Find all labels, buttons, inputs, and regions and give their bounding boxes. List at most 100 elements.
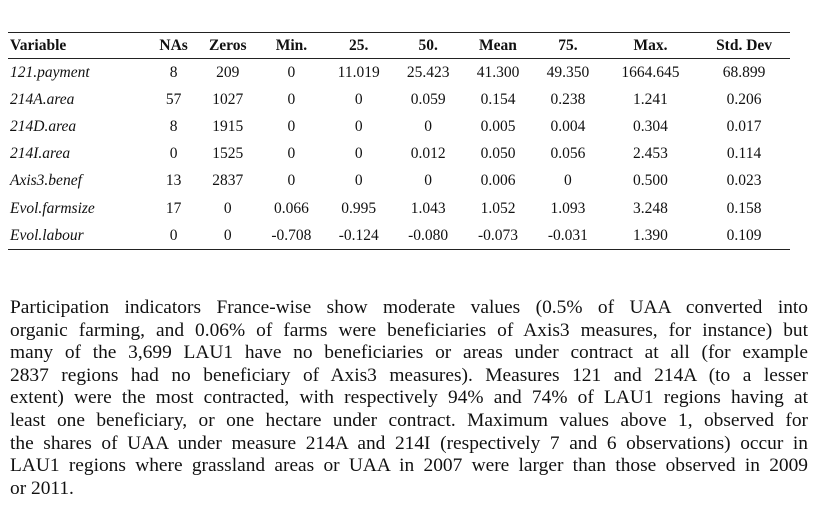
- table-cell: 0: [287, 145, 296, 163]
- text-line: LAU1 regions where grassland areas or UA…: [10, 455, 808, 477]
- table-cell: 8: [169, 117, 178, 135]
- table-cell: 1664.645: [621, 63, 680, 81]
- header-cell: Std. Dev: [698, 32, 790, 59]
- table-cell: Axis3.benef: [10, 172, 82, 190]
- table-cell: -0.080: [393, 222, 464, 251]
- table-cell: 0.023: [726, 172, 762, 190]
- table-cell: -0.073: [463, 222, 533, 251]
- text-line: many of the 3,699 LAU1 have no beneficia…: [10, 342, 808, 364]
- table-cell: 0.050: [480, 145, 516, 163]
- table-cell: 0.005: [480, 117, 516, 135]
- table-cell: 1.043: [410, 199, 446, 217]
- header-cell: 50.: [393, 32, 464, 59]
- table-cell: Evol.labour: [8, 222, 151, 251]
- header-cell: NAs: [150, 32, 197, 59]
- table-cell: 0.056: [550, 145, 586, 163]
- table-row: 214I.area 0 1525 0 0 0.012 0.050 0.056 2.453 0.11…: [8, 141, 790, 168]
- table-cell: 49.350: [546, 63, 590, 81]
- table-cell: 68.899: [722, 63, 766, 81]
- table-cell: 1027: [212, 90, 244, 108]
- table-cell: 1525: [212, 145, 244, 163]
- table-cell: 0: [564, 172, 572, 190]
- table-cell: 57: [165, 90, 182, 108]
- table-cell: 3.248: [633, 199, 668, 217]
- table-cell: -0.708: [258, 222, 325, 251]
- table-cell: 0: [354, 172, 363, 190]
- paragraph: Participation indicators France-wise sho…: [10, 297, 808, 500]
- table-cell: 0.109: [698, 222, 790, 251]
- table-cell: 0.154: [480, 90, 516, 108]
- table-cell: 2.453: [633, 145, 668, 163]
- header-cell: Variable: [8, 32, 151, 59]
- table-cell: 0: [223, 199, 232, 217]
- table-cell: 1915: [212, 117, 244, 135]
- table-cell: 13: [165, 172, 182, 190]
- table-cell: 1.390: [602, 222, 699, 251]
- table-cell: 0: [287, 63, 296, 81]
- table-cell: 0: [424, 117, 432, 135]
- table-cell: 0: [287, 90, 296, 108]
- text-line: the shares of UAA under measure 214A and…: [10, 432, 808, 454]
- header-cell: Min.: [258, 32, 325, 59]
- header-cell: 25.: [324, 32, 394, 59]
- text-line: organic farming, and 0.06% of farms were…: [10, 319, 808, 341]
- table-cell: 0.158: [726, 199, 762, 217]
- table-cell: 0: [150, 222, 197, 251]
- table-cell: 0.995: [341, 199, 377, 217]
- table-cell: 214I.area: [10, 145, 71, 163]
- table-cell: 0.238: [550, 90, 586, 108]
- table-cell: 1.241: [633, 90, 668, 108]
- header-cell: Zeros: [196, 32, 259, 59]
- header-row: Variable NAs Zeros Min. 25. 50. Mean 75. Max. Std…: [8, 32, 790, 59]
- table-cell: 1.093: [550, 199, 586, 217]
- table-cell: 17: [165, 199, 182, 217]
- text-line: 2837 regions had no beneficiary of Axis3…: [10, 364, 808, 386]
- table-cell: -0.031: [532, 222, 603, 251]
- table-cell: 8: [169, 63, 178, 81]
- table-cell: 0.004: [550, 117, 586, 135]
- text-line: or 2011.: [10, 477, 74, 499]
- table-cell: 0: [196, 222, 259, 251]
- table-row: Axis3.benef 13 2837 0 0 0 0.006 0 0.500 0.023: [8, 168, 790, 195]
- table-cell: 0: [424, 172, 432, 190]
- table-cell: 214A.area: [10, 90, 75, 108]
- table-cell: 209: [216, 63, 240, 81]
- table-cell: 0.206: [726, 90, 762, 108]
- table-cell: 0: [287, 117, 296, 135]
- table-cell: 0.012: [410, 145, 446, 163]
- table-cell: 0: [287, 172, 296, 190]
- table-cell: -0.124: [324, 222, 394, 251]
- table-cell: 0: [354, 90, 363, 108]
- table-cell: 2837: [212, 172, 244, 190]
- table-cell: 0: [354, 145, 363, 163]
- table-cell: Evol.farmsize: [10, 199, 95, 217]
- header-cell: 75.: [532, 32, 603, 59]
- header-cell: Max.: [602, 32, 699, 59]
- table-body: 121.payment 8 209 0 11.019 25.423 41.300 49.350…: [8, 59, 790, 251]
- table-cell: 0: [169, 145, 178, 163]
- text-line: Participation indicators France-wise sho…: [10, 297, 808, 318]
- table-cell: 121.payment: [10, 63, 90, 81]
- table-cell: 214D.area: [10, 117, 77, 135]
- table-cell: 0.114: [726, 145, 762, 163]
- table-row: Evol.farmsize 17 0 0.066 0.995 1.043 1.052 1.09…: [8, 195, 790, 222]
- table-cell: 0: [354, 117, 363, 135]
- table-cell: 0.017: [726, 117, 762, 135]
- table-cell: 0.304: [633, 117, 668, 135]
- table-row: 121.payment 8 209 0 11.019 25.423 41.300 49.350…: [8, 59, 790, 87]
- table-row: Evol.labour 0 0 -0.708 -0.124 -0.080 -0.073 -0.…: [8, 222, 790, 251]
- stats-table: Variable NAs Zeros Min. 25. 50. Mean 75. Max. Std…: [8, 32, 790, 251]
- text-line: extent) were the most contracted, with r…: [10, 387, 808, 409]
- table-cell: 11.019: [337, 63, 380, 81]
- table-cell: 0.500: [633, 172, 668, 190]
- table-cell: 1.052: [480, 199, 516, 217]
- table-cell: 25.423: [406, 63, 450, 81]
- table-cell: 0.059: [410, 90, 446, 108]
- table-cell: 0.006: [480, 172, 516, 190]
- table-row: 214A.area 57 1027 0 0 0.059 0.154 0.238 1.241 0.2…: [8, 86, 790, 113]
- table-cell: 41.300: [476, 63, 520, 81]
- table-row: 214D.area 8 1915 0 0 0 0.005 0.004 0.304 0.017: [8, 113, 790, 140]
- text-line: least one beneficiary, or one hectare un…: [10, 409, 808, 431]
- header-cell: Mean: [463, 32, 533, 59]
